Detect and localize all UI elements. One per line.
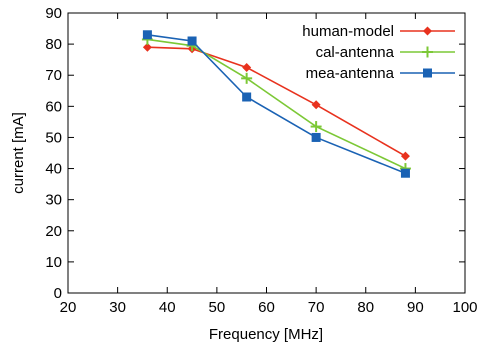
x-axis-title: Frequency [MHz] (209, 326, 323, 343)
legend-label-cal-antenna: cal-antenna (316, 44, 395, 61)
y-tick-label: 70 (45, 67, 62, 84)
data-point-human-model (311, 100, 321, 110)
data-point-cal-antenna (241, 72, 253, 84)
data-point-mea-antenna (311, 132, 321, 142)
data-point-mea-antenna (187, 36, 197, 46)
data-point-mea-antenna (242, 92, 252, 102)
legend-marker-human-model (423, 26, 432, 36)
series-layer (141, 30, 411, 178)
x-tick-label: 80 (357, 299, 374, 316)
x-tick-label: 100 (452, 299, 477, 316)
data-point-human-model (400, 151, 410, 161)
data-point-mea-antenna (400, 168, 410, 178)
legend-marker-cal-antenna (422, 46, 433, 58)
x-tick-label: 90 (407, 299, 424, 316)
y-tick-label: 50 (45, 129, 62, 146)
axis-ticks: 20 30 40 50 60 70 80 90 100 0 10 20 30 40 50 60 70 80 90 (45, 5, 477, 316)
x-tick-label: 50 (209, 299, 226, 316)
data-point-cal-antenna (310, 121, 322, 133)
x-tick-label: 30 (109, 299, 126, 316)
y-tick-label: 80 (45, 36, 62, 53)
x-tick-label: 60 (258, 299, 275, 316)
y-tick-label: 30 (45, 192, 62, 209)
legend: human-model cal-antenna mea-antenna (302, 23, 455, 82)
y-tick-label: 40 (45, 161, 62, 178)
x-tick-label: 70 (308, 299, 325, 316)
y-tick-label: 10 (45, 254, 62, 271)
data-point-mea-antenna (142, 30, 152, 40)
data-point-human-model (242, 62, 252, 72)
y-tick-label: 0 (54, 285, 62, 302)
y-axis-title: current [mA] (10, 112, 27, 194)
x-tick-label: 20 (60, 299, 77, 316)
y-tick-label: 20 (45, 223, 62, 240)
legend-label-human-model: human-model (302, 23, 394, 40)
data-point-human-model (142, 42, 152, 52)
x-tick-label: 40 (159, 299, 176, 316)
legend-marker-mea-antenna (423, 68, 432, 78)
y-tick-label: 60 (45, 98, 62, 115)
y-tick-label: 90 (45, 5, 62, 22)
series-line-human-model (147, 46, 406, 157)
legend-label-mea-antenna: mea-antenna (306, 65, 395, 82)
